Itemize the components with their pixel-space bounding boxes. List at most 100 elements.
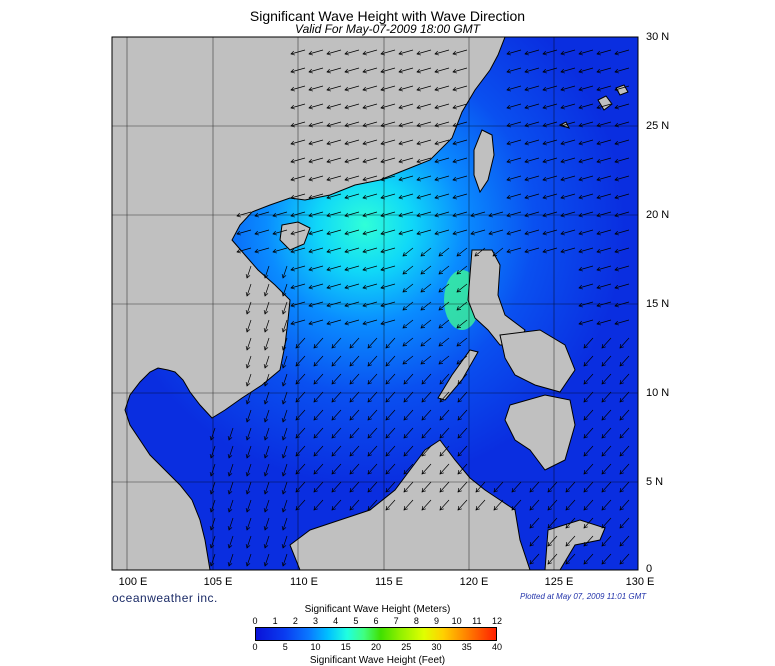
wave-arrow-head bbox=[349, 452, 354, 457]
wave-arrow-head bbox=[331, 506, 336, 511]
wave-arrow-head bbox=[578, 176, 583, 182]
wave-arrow bbox=[506, 229, 522, 235]
wave-arrow-head bbox=[326, 104, 331, 110]
wave-arrow bbox=[290, 301, 306, 307]
wave-arrow bbox=[619, 499, 630, 511]
wave-arrow bbox=[398, 67, 414, 73]
wave-arrow-head bbox=[452, 86, 457, 92]
wave-arrow-head bbox=[281, 346, 287, 351]
wave-arrow-head bbox=[326, 212, 331, 218]
wave-arrow-head bbox=[474, 252, 480, 257]
wave-arrow-head bbox=[614, 122, 619, 128]
wave-arrow bbox=[434, 49, 450, 55]
wave-arrow-head bbox=[308, 248, 313, 254]
wave-arrow-head bbox=[619, 452, 624, 457]
wave-arrow-head bbox=[619, 416, 624, 421]
wave-arrow-head bbox=[326, 266, 331, 272]
wave-arrow-head bbox=[565, 542, 570, 547]
wave-arrow bbox=[565, 499, 576, 511]
wave-arrow-head bbox=[560, 68, 565, 74]
wave-arrow bbox=[488, 229, 504, 235]
wave-arrow-head bbox=[416, 122, 421, 128]
wave-arrow-head bbox=[344, 266, 349, 272]
wave-arrow-head bbox=[614, 284, 619, 290]
wave-arrow-head bbox=[402, 306, 408, 311]
wave-arrow-head bbox=[281, 382, 287, 387]
wave-arrow-head bbox=[326, 158, 331, 164]
wave-arrow bbox=[367, 337, 378, 349]
wave-arrow-head bbox=[349, 380, 354, 385]
wave-arrow-head bbox=[601, 542, 606, 547]
wave-arrow bbox=[452, 139, 468, 145]
wave-arrow-head bbox=[578, 50, 583, 56]
wave-arrow bbox=[246, 553, 252, 567]
wave-arrow-head bbox=[385, 452, 390, 457]
wave-arrow-head bbox=[313, 452, 318, 457]
wave-arrow bbox=[344, 139, 360, 145]
wave-arrow bbox=[506, 211, 522, 217]
wave-arrow bbox=[228, 553, 234, 567]
wave-arrow-head bbox=[245, 454, 251, 459]
wave-arrow-head bbox=[295, 434, 300, 439]
wave-arrow-head bbox=[362, 194, 367, 200]
wave-arrow-head bbox=[380, 50, 385, 56]
wave-arrow bbox=[344, 103, 360, 109]
wave-arrow-head bbox=[281, 328, 287, 333]
wave-arrow bbox=[402, 319, 414, 329]
wave-arrow-head bbox=[596, 230, 601, 236]
wave-arrow bbox=[578, 67, 594, 73]
wave-arrow-head bbox=[331, 362, 336, 367]
wave-arrow bbox=[452, 49, 468, 55]
wave-arrow-head bbox=[344, 140, 349, 146]
wave-arrow-head bbox=[398, 140, 403, 146]
wave-arrow-head bbox=[439, 398, 444, 403]
wave-arrow bbox=[344, 319, 360, 325]
wave-arrow-head bbox=[542, 122, 547, 128]
wave-arrow-head bbox=[362, 176, 367, 182]
wave-arrow-head bbox=[254, 212, 259, 218]
wave-arrow-head bbox=[349, 362, 354, 367]
visayas-islands bbox=[499, 329, 576, 393]
wave-arrow-head bbox=[227, 544, 233, 549]
wave-arrow-head bbox=[583, 416, 588, 421]
wave-arrow-head bbox=[619, 470, 624, 475]
wave-arrow bbox=[421, 481, 432, 493]
wave-arrow-head bbox=[434, 68, 439, 74]
wave-arrow bbox=[452, 103, 468, 109]
wave-arrow bbox=[529, 499, 540, 511]
wave-arrow bbox=[542, 193, 558, 199]
wave-arrow-head bbox=[457, 506, 462, 511]
wave-arrow bbox=[402, 337, 414, 347]
wave-arrow bbox=[583, 535, 594, 547]
wave-arrow bbox=[290, 139, 306, 145]
wave-arrow-head bbox=[403, 470, 408, 475]
wave-arrow bbox=[308, 175, 324, 181]
wave-arrow bbox=[236, 211, 252, 217]
wave-arrow-head bbox=[420, 288, 426, 293]
wave-arrow-head bbox=[439, 488, 444, 493]
wave-arrow-head bbox=[506, 140, 511, 146]
wave-arrow bbox=[614, 301, 630, 307]
wave-arrow bbox=[385, 445, 396, 457]
wave-arrow bbox=[452, 157, 468, 163]
wave-arrow bbox=[492, 247, 504, 257]
wave-arrow-head bbox=[281, 436, 287, 441]
wave-arrow-head bbox=[344, 302, 349, 308]
wave-arrow bbox=[596, 265, 612, 271]
wave-arrow bbox=[398, 103, 414, 109]
wave-arrow-head bbox=[601, 434, 606, 439]
wave-arrow bbox=[246, 535, 252, 549]
wave-arrow bbox=[367, 355, 378, 367]
wave-arrow bbox=[272, 229, 288, 235]
wave-arrow-head bbox=[560, 230, 565, 236]
feet-tick: 35 bbox=[461, 642, 472, 652]
wave-arrow bbox=[420, 283, 432, 293]
wave-arrow-head bbox=[452, 176, 457, 182]
wave-arrow-head bbox=[542, 176, 547, 182]
wave-arrow-head bbox=[578, 140, 583, 146]
wave-arrow-head bbox=[402, 252, 408, 257]
wave-arrow-head bbox=[493, 506, 498, 511]
wave-arrow-head bbox=[209, 526, 215, 531]
wave-arrow bbox=[246, 517, 252, 531]
wave-arrow bbox=[326, 49, 342, 55]
